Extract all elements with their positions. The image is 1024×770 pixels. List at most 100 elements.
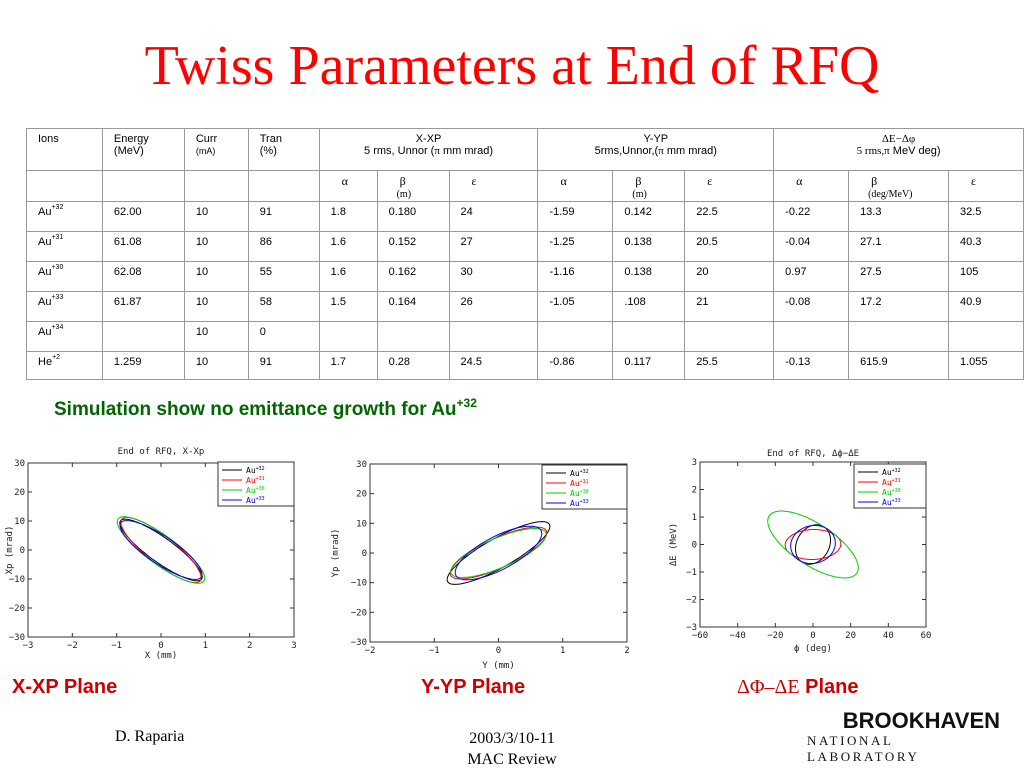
cell-ay: -1.59 [537, 201, 614, 232]
y-axis-label: ΔE (MeV) [669, 523, 679, 566]
cell-energy [101, 321, 185, 352]
y-tick-label: 1 [692, 513, 697, 523]
cell-tran: 86 [247, 231, 320, 262]
alpha-z: α [773, 170, 850, 202]
cell-ay: -1.05 [537, 291, 614, 322]
cell-az [773, 321, 850, 352]
x-tick-label: −2 [365, 646, 376, 656]
cell-bx [376, 321, 450, 352]
beta-y: β (m) [612, 170, 686, 202]
cell-by: 0.142 [612, 201, 686, 232]
x-axis-label: Y (mm) [482, 661, 515, 671]
cell-tran: 58 [247, 291, 320, 322]
cell-energy: 61.08 [101, 231, 185, 262]
ellipse-au33 [119, 520, 203, 580]
header-xxp: X-XP 5 rms, Unnor (π mm mrad) [318, 128, 539, 171]
x-tick-label: 20 [845, 631, 856, 641]
legend-entry: Au+33 [570, 499, 589, 508]
ion-cell: He+2 [26, 351, 103, 380]
eps-y: ε [684, 170, 775, 202]
legend-box [853, 463, 927, 509]
cell-ex: 24.5 [448, 351, 539, 380]
legend-entry: Au+33 [882, 498, 901, 507]
legend-entry: Au+30 [882, 488, 901, 497]
cell-ex [448, 321, 539, 352]
cell-ez: 105 [947, 261, 1024, 292]
brookhaven-logo: BROOKHAVEN NATIONAL LABORATORY [807, 708, 1000, 764]
x-axis-label: X (mm) [145, 651, 178, 661]
y-tick-label: −20 [351, 608, 367, 618]
plot-y-yp: −2 −1 0 1 2 30 20 10 0 −10 −20 −30 Y (mm) Yp (mrad) Au… [326, 452, 644, 674]
legend-entry: Au+32 [882, 468, 901, 477]
cell-ez [947, 321, 1024, 352]
cell-ex: 27 [448, 231, 539, 262]
table-row: Au+31 61.08 10 86 1.6 0.152 27 -1.25 0.138 20.5 -0… [26, 231, 1024, 262]
cell-az: 0.97 [773, 261, 850, 292]
header-tran: Tran (%) [247, 128, 320, 171]
yyp-plane-label: Y-YP Plane [421, 676, 526, 698]
cell-ax: 1.5 [318, 291, 378, 322]
cell-ez: 40.9 [947, 291, 1024, 322]
slide-title: Twiss Parameters at End of RFQ [144, 35, 880, 97]
cell-tran: 55 [247, 261, 320, 292]
cell-ax: 1.6 [318, 231, 378, 262]
eps-z: ε [947, 170, 1024, 202]
cell-ey [684, 321, 775, 352]
x-tick-label: 2 [624, 646, 629, 656]
y-tick-label: 2 [692, 486, 697, 496]
y-axis-label: Yp (mrad) [331, 529, 341, 578]
header-curr: Curr (mA) [183, 128, 249, 171]
cell-by: 0.138 [612, 261, 686, 292]
beta-z: β (deg/MeV) [848, 170, 949, 202]
cell-tran: 91 [247, 201, 320, 232]
cell-ey: 21 [684, 291, 775, 322]
chart-title: End of RFQ, X-Xp [118, 447, 205, 457]
cell-energy: 62.00 [101, 201, 185, 232]
cell-ay: -1.16 [537, 261, 614, 292]
y-tick-label: −10 [9, 575, 25, 585]
alpha-y: α [537, 170, 614, 202]
cell-by: .108 [612, 291, 686, 322]
ellipse-au32 [446, 521, 551, 585]
y-tick-label: −30 [351, 638, 367, 648]
legend-entry: Au+32 [570, 469, 589, 478]
cell-bz [848, 321, 949, 352]
table-header-row: Ions Energy (MeV) Curr (mA) Tran (%) X-XP 5 … [26, 128, 1024, 171]
cell-curr: 10 [183, 231, 249, 262]
cell-ey: 20.5 [684, 231, 775, 262]
x-tick-label: 1 [203, 641, 208, 651]
y-axis-label: Xp (mrad) [5, 526, 15, 575]
cell-ex: 26 [448, 291, 539, 322]
legend-entry: Au+33 [246, 496, 265, 505]
table-row: Au+30 62.08 10 55 1.6 0.162 30 -1.16 0.138 20 0.97… [26, 261, 1024, 292]
table-row: Au+33 61.87 10 58 1.5 0.164 26 -1.05.108 21 -0.08… [26, 291, 1024, 322]
phase-plane-label: ΔΦ–ΔE Plane [737, 676, 859, 698]
legend-box [217, 461, 295, 507]
cell-ax: 1.8 [318, 201, 378, 232]
cell-ax: 1.6 [318, 261, 378, 292]
xxp-plane-label: X-XP Plane [12, 676, 118, 698]
y-tick-label: 20 [356, 490, 367, 500]
table-row: Au+32 62.00 10 91 1.8 0.180 24 -1.59 0.142 22.5 -0… [26, 201, 1024, 232]
ellipse-au30 [767, 510, 859, 579]
cell-ex: 24 [448, 201, 539, 232]
cell-energy: 62.08 [101, 261, 185, 292]
legend-entry: Au+30 [570, 489, 589, 498]
x-tick-label: −2 [67, 641, 78, 651]
cell-bx: 0.180 [376, 201, 450, 232]
cell-energy: 1.259 [101, 351, 185, 380]
cell-az: -0.22 [773, 201, 850, 232]
header-de-dphi: ΔE−Δφ 5 rms,π MeV deg) [773, 128, 1024, 171]
cell-ay: -1.25 [537, 231, 614, 262]
legend-entry: Au+30 [246, 486, 265, 495]
cell-by: 0.117 [612, 351, 686, 380]
x-tick-label: 40 [883, 631, 894, 641]
y-tick-label: −20 [9, 604, 25, 614]
cell-tran: 0 [247, 321, 320, 352]
cell-curr: 10 [183, 261, 249, 292]
cell-ax [318, 321, 378, 352]
cell-bx: 0.152 [376, 231, 450, 262]
x-tick-label: 0 [496, 646, 501, 656]
y-tick-label: 3 [692, 458, 697, 468]
ellipse-au33 [790, 525, 836, 564]
